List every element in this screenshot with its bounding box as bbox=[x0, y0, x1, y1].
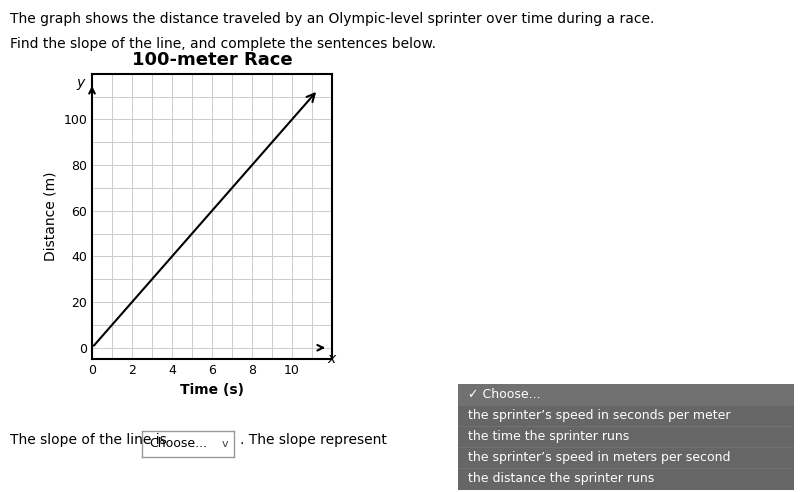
Y-axis label: Distance (m): Distance (m) bbox=[44, 172, 58, 261]
X-axis label: Time (s): Time (s) bbox=[180, 383, 244, 397]
Bar bbox=[458, 384, 794, 405]
Text: The graph shows the distance traveled by an Olympic-level sprinter over time dur: The graph shows the distance traveled by… bbox=[10, 12, 654, 26]
Text: ✓ Choose...: ✓ Choose... bbox=[469, 388, 541, 401]
Text: y: y bbox=[76, 76, 84, 90]
Text: . The slope represent: . The slope represent bbox=[240, 433, 387, 447]
Text: the sprinter’s speed in meters per second: the sprinter’s speed in meters per secon… bbox=[469, 451, 731, 464]
Title: 100-meter Race: 100-meter Race bbox=[132, 52, 292, 69]
Text: the time the sprinter runs: the time the sprinter runs bbox=[469, 430, 630, 443]
Text: Choose...: Choose... bbox=[149, 437, 207, 450]
Text: Find the slope of the line, and complete the sentences below.: Find the slope of the line, and complete… bbox=[10, 37, 436, 51]
Text: the sprinter’s speed in seconds per meter: the sprinter’s speed in seconds per mete… bbox=[469, 409, 731, 422]
Text: the distance the sprinter runs: the distance the sprinter runs bbox=[469, 472, 654, 486]
Text: The slope of the line is: The slope of the line is bbox=[10, 433, 170, 447]
Text: x: x bbox=[327, 352, 335, 366]
Text: v: v bbox=[222, 439, 229, 449]
